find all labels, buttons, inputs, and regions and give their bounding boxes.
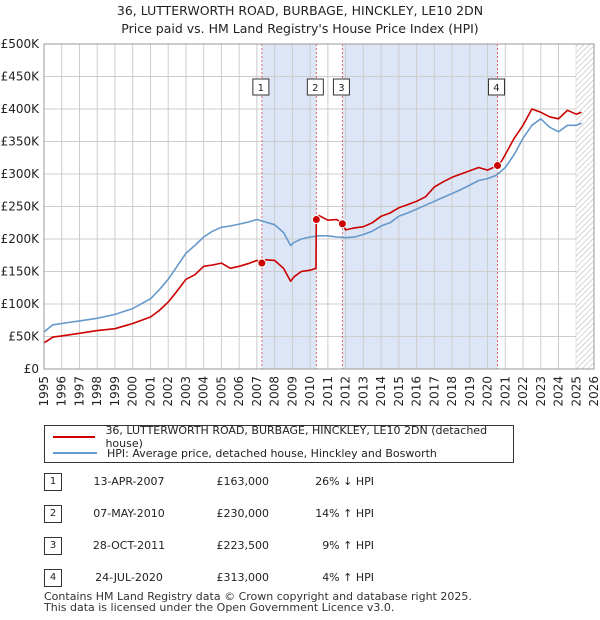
transaction-price: £163,000 <box>216 475 270 488</box>
legend-swatch-property <box>53 436 96 438</box>
x-tick-label: 2003 <box>179 376 193 407</box>
transaction-date: 24-JUL-2020 <box>95 571 163 584</box>
x-tick-label: 2022 <box>516 376 530 407</box>
x-tick-label: 1997 <box>72 376 86 407</box>
x-tick-label: 2014 <box>374 376 388 407</box>
forecast-hatched-area <box>576 44 594 369</box>
x-tick-label: 2017 <box>427 376 441 407</box>
x-tick-label: 2018 <box>445 376 459 407</box>
sale-marker <box>257 258 267 268</box>
transaction-number-badge: 3 <box>44 537 62 555</box>
x-tick-label: 2016 <box>410 376 424 407</box>
sale-number-box <box>332 78 350 96</box>
transaction-hpi-change: 9% ↑ HPI <box>322 539 374 552</box>
y-tick-label: £350K <box>1 135 41 149</box>
y-tick-label: £400K <box>1 102 41 116</box>
x-tick-label: 2008 <box>268 376 282 407</box>
y-tick-label: £250K <box>1 200 41 214</box>
footer-copyright: Contains HM Land Registry data © Crown c… <box>44 590 472 603</box>
x-tick-label: 2011 <box>321 376 335 407</box>
sale-number-box <box>252 78 270 96</box>
price-chart: 1 2 3 4 £0 £50K £100K £150K £200K £250K £300K £350… <box>1 37 600 407</box>
x-tick-label: 2024 <box>552 376 566 407</box>
sale-number-box <box>487 78 505 96</box>
transaction-number-badge: 4 <box>44 569 62 587</box>
legend-swatch-hpi <box>53 452 97 454</box>
chart-title: 36, LUTTERWORTH ROAD, BURBAGE, HINCKLEY,… <box>116 3 484 18</box>
footer-license: This data is licensed under the Open Gov… <box>44 601 395 614</box>
transaction-number-badge: 1 <box>44 473 62 491</box>
y-tick-label: £0 <box>24 362 39 376</box>
transaction-date: 13-APR-2007 <box>93 475 165 488</box>
x-tick-label: 2019 <box>463 376 477 407</box>
x-tick-label: 2025 <box>569 376 583 407</box>
sale-marker <box>492 161 502 171</box>
transaction-hpi-change: 26% ↓ HPI <box>315 475 374 488</box>
y-tick-label: £200K <box>1 232 41 246</box>
plot-border <box>43 43 595 370</box>
x-tick-label: 1999 <box>108 376 122 407</box>
x-tick-label: 2013 <box>356 376 370 407</box>
x-tick-label: 2004 <box>197 376 211 407</box>
x-tick-label: 2005 <box>214 376 228 407</box>
table-row: 2 07-MAY-2010 £230,000 14% ↑ HPI <box>44 505 464 525</box>
y-tick-label: £500K <box>1 37 41 51</box>
sale-marker <box>337 219 347 229</box>
x-tick-label: 1995 <box>37 376 51 407</box>
x-tick-label: 2012 <box>339 376 353 407</box>
legend-label-property: 36, LUTTERWORTH ROAD, BURBAGE, HINCKLEY,… <box>105 424 488 450</box>
x-tick-label: 2026 <box>587 376 600 407</box>
transaction-hpi-change: 14% ↑ HPI <box>315 507 374 520</box>
y-tick-label: £300K <box>1 167 41 181</box>
hpi-line <box>44 118 582 333</box>
table-row: 1 13-APR-2007 £163,000 26% ↓ HPI <box>44 473 464 493</box>
x-tick-label: 2010 <box>303 376 317 407</box>
y-tick-label: £50K <box>8 330 40 344</box>
sale-number-label: 4 <box>493 83 499 94</box>
x-tick-label: 2020 <box>481 376 495 407</box>
transaction-price: £230,000 <box>216 507 270 520</box>
x-tick-label: 2021 <box>498 376 512 407</box>
x-tick-label: 2002 <box>161 376 175 407</box>
chart-subtitle: Price paid vs. HM Land Registry's House … <box>121 21 479 36</box>
sale-marker <box>311 215 321 224</box>
legend-label-hpi: HPI: Average price, detached house, Hinc… <box>107 446 437 460</box>
legend-item-property: 36, LUTTERWORTH ROAD, BURBAGE, HINCKLEY,… <box>53 424 513 450</box>
y-tick-label: £450K <box>1 70 41 84</box>
transaction-date: 07-MAY-2010 <box>93 507 165 520</box>
x-tick-label: 2006 <box>232 376 246 407</box>
x-tick-label: 1996 <box>55 376 69 407</box>
x-tick-label: 2001 <box>143 376 157 407</box>
x-tick-label: 2023 <box>534 376 548 407</box>
x-tick-label: 2000 <box>126 376 140 407</box>
sale-number-box <box>306 78 324 96</box>
transaction-date: 28-OCT-2011 <box>92 539 166 552</box>
transaction-number-badge: 2 <box>44 505 62 523</box>
table-row: 4 24-JUL-2020 £313,000 4% ↑ HPI <box>44 569 464 589</box>
sale-number-label: 3 <box>338 83 344 94</box>
x-tick-label: 2007 <box>250 376 264 407</box>
x-tick-label: 2015 <box>392 376 406 407</box>
footer: Contains HM Land Registry data © Crown c… <box>44 591 472 613</box>
x-tick-label: 1998 <box>90 376 104 407</box>
y-tick-label: £100K <box>1 297 41 311</box>
legend: 36, LUTTERWORTH ROAD, BURBAGE, HINCKLEY,… <box>44 424 514 463</box>
x-tick-label: 2009 <box>285 376 299 407</box>
y-tick-label: £150K <box>1 265 41 279</box>
transaction-price: £313,000 <box>216 571 270 584</box>
sale-number-label: 2 <box>312 83 318 94</box>
legend-item-hpi: HPI: Average price, detached house, Hinc… <box>53 445 437 461</box>
transaction-price: £223,500 <box>216 539 270 552</box>
table-row: 3 28-OCT-2011 £223,500 9% ↑ HPI <box>44 537 464 557</box>
transaction-hpi-change: 4% ↑ HPI <box>322 571 374 584</box>
sale-number-label: 1 <box>258 83 264 94</box>
